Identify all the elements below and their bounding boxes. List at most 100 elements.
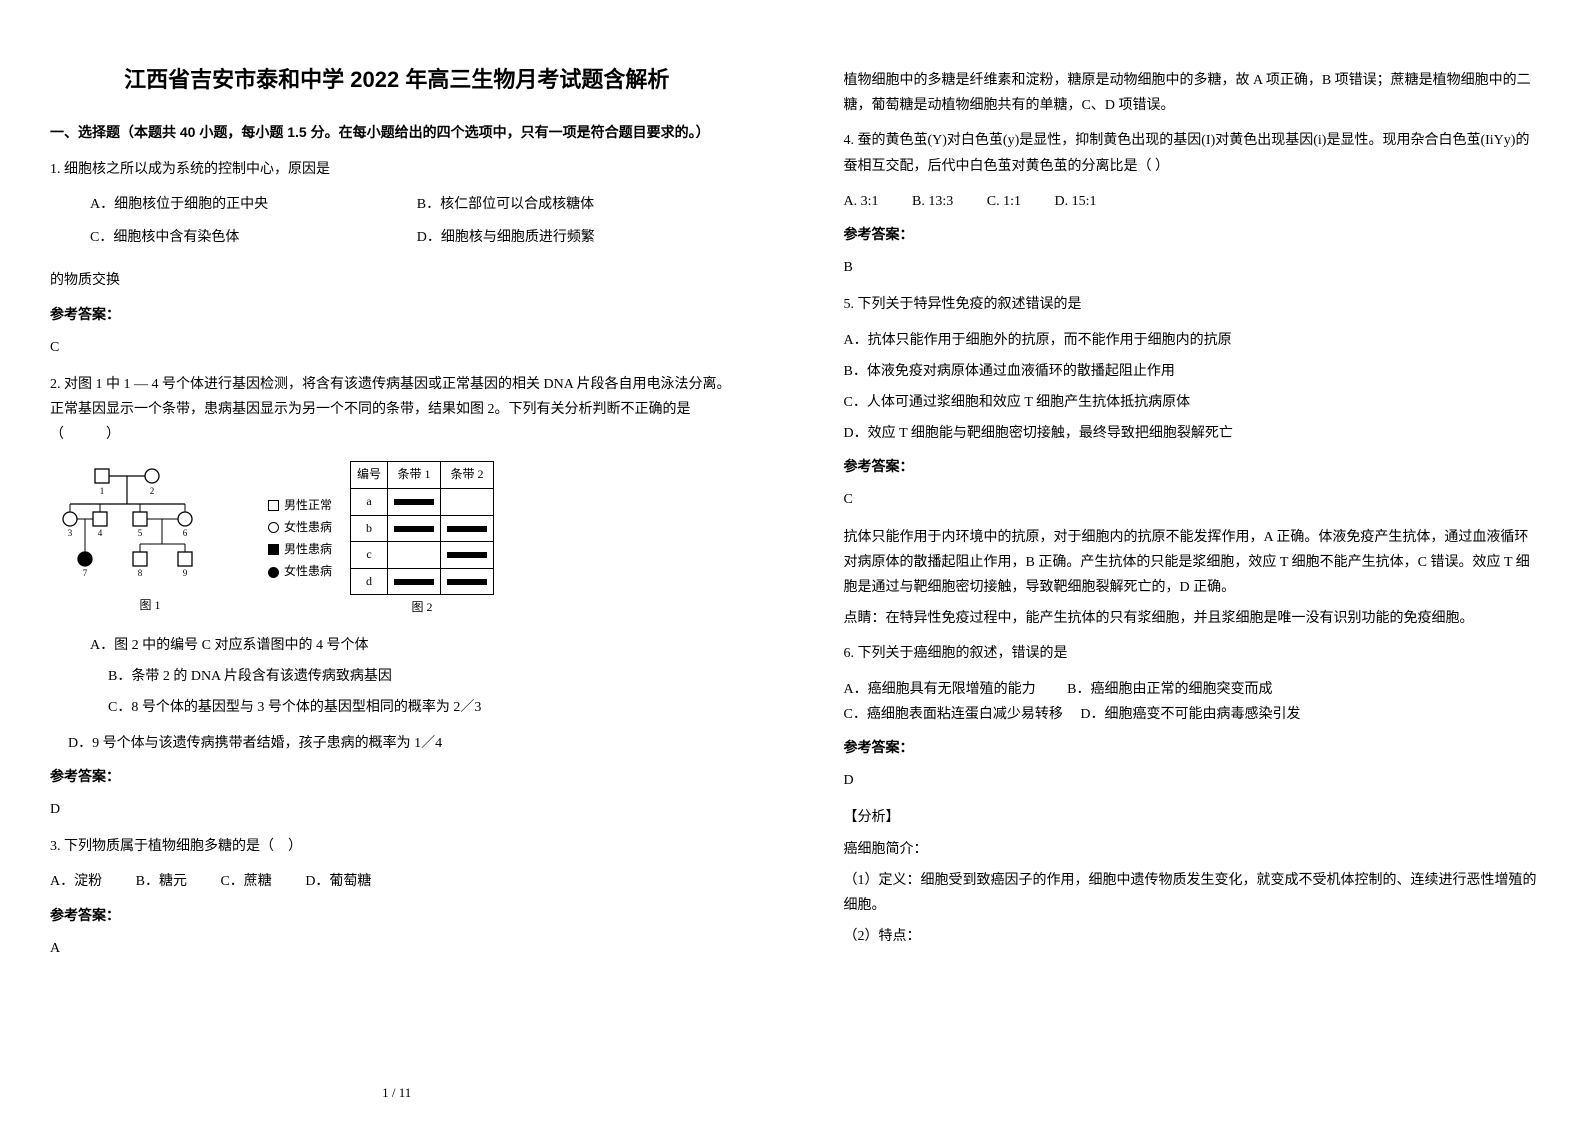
q6-opt-c: C．癌细胞表面粘连蛋白减少易转移 [844,707,1063,722]
legend-female-patient: 女性患病 [284,518,332,537]
q5-opt-c: C．人体可通过浆细胞和效应 T 细胞产生抗体抵抗病原体 [844,390,1538,415]
right-column: 植物细胞中的多糖是纤维素和淀粉，糖原是动物细胞中的多糖，故 A 项正确，B 项错… [794,0,1587,1122]
q5-stem: 5. 下列关于特异性免疫的叙述错误的是 [844,292,1538,317]
gel-r3-b2 [441,568,494,595]
q3-opt-c: C．蔗糖 [220,874,271,889]
q6-answer: D [844,768,1538,793]
svg-text:4: 4 [98,528,103,538]
q3-opt-b: B．糖元 [136,874,187,889]
q3-opt-d: D．葡萄糖 [305,874,371,889]
q6-def: （1）定义：细胞受到致癌因子的作用，细胞中遗传物质发生变化，就变成不受机体控制的… [844,868,1538,918]
q6-feat: （2）特点： [844,924,1538,949]
q6-stem: 6. 下列关于癌细胞的叙述，错误的是 [844,641,1538,666]
gel-wrap: 编号 条带 1 条带 2 a b c [350,461,494,619]
gel-r0-id: a [351,489,388,516]
q6-analysis-label: 【分析】 [844,805,1538,830]
q4-options: A. 3:1 B. 13:3 C. 1:1 D. 15:1 [844,189,1538,214]
q1-stem: 1. 细胞核之所以成为系统的控制中心，原因是 [50,157,744,182]
q5-answer: C [844,487,1538,512]
legend-female-patient2-icon [268,567,279,578]
legend-male-normal: 男性正常 [284,496,332,515]
svg-text:1: 1 [100,486,105,496]
svg-text:7: 7 [83,568,88,578]
page-title: 江西省吉安市泰和中学 2022 年高三生物月考试题含解析 [50,60,744,100]
legend-female-patient-icon [268,522,279,533]
q1-opt-c: C．细胞核中含有染色体 [90,225,417,250]
section-1-header: 一、选择题（本题共 40 小题，每小题 1.5 分。在每小题给出的四个选项中，只… [50,120,744,145]
q5-opt-d: D．效应 T 细胞能与靶细胞密切接触，最终导致把细胞裂解死亡 [844,421,1538,446]
legend-female-patient2: 女性患病 [284,562,332,581]
gel-r1-id: b [351,515,388,542]
svg-text:3: 3 [68,528,73,538]
gel-r1-b2 [441,515,494,542]
svg-text:9: 9 [183,568,188,578]
gel-r0-b2 [441,489,494,516]
q4-answer-label: 参考答案： [844,222,1538,247]
q2-figures: 1 2 3 4 5 6 [50,461,744,619]
q2-opt-b: B．条带 2 的 DNA 片段含有该遗传病致病基因 [108,664,744,689]
q2-answer-label: 参考答案： [50,764,744,789]
q1-opt-d-tail: 的物质交换 [50,268,744,293]
q1-options: A．细胞核位于细胞的正中央 B．核仁部位可以合成核糖体 C．细胞核中含有染色体 … [90,192,744,258]
q4-opt-c: C. 1:1 [987,194,1021,209]
pedigree-wrap: 1 2 3 4 5 6 [50,464,250,617]
q5-explain2: 点睛：在特异性免疫过程中，能产生抗体的只有浆细胞，并且浆细胞是唯一没有识别功能的… [844,606,1538,631]
q6-opt-d: D．细胞癌变不可能由病毒感染引发 [1080,707,1300,722]
q2-opt-a: A．图 2 中的编号 C 对应系谱图中的 4 号个体 [90,633,744,658]
fig2-caption: 图 2 [350,597,494,619]
q5-opt-a: A．抗体只能作用于细胞外的抗原，而不能作用于细胞内的抗原 [844,328,1538,353]
q1-opt-d: D．细胞核与细胞质进行频繁 [417,225,744,250]
q6-opt-b: B．癌细胞由正常的细胞突变而成 [1067,682,1272,697]
gel-r3-b1 [388,568,441,595]
q2-answer: D [50,797,744,822]
gel-h2: 条带 2 [441,462,494,489]
gel-r0-b1 [388,489,441,516]
q1-answer-label: 参考答案： [50,302,744,327]
q6-intro-label: 癌细胞简介： [844,837,1538,862]
q5-opt-b: B．体液免疫对病原体通过血液循环的散播起阻止作用 [844,359,1538,384]
gel-r1-b1 [388,515,441,542]
svg-text:5: 5 [138,528,143,538]
legend-male-patient: 男性患病 [284,540,332,559]
q3-answer: A [50,936,744,961]
q5-options: A．抗体只能作用于细胞外的抗原，而不能作用于细胞内的抗原 B．体液免疫对病原体通… [844,328,1538,447]
q3-answer-label: 参考答案： [50,903,744,928]
legend-male-patient-icon [268,544,279,555]
q6-options: A．癌细胞具有无限增殖的能力 B．癌细胞由正常的细胞突变而成 C．癌细胞表面粘连… [844,677,1538,727]
pedigree-legend: 男性正常 女性患病 男性患病 女性患病 [268,496,332,585]
gel-r2-id: c [351,542,388,569]
gel-h1: 条带 1 [388,462,441,489]
q5-explain1: 抗体只能作用于内环境中的抗原，对于细胞内的抗原不能发挥作用，A 正确。体液免疫产… [844,525,1538,601]
q6-opt-a: A．癌细胞具有无限增殖的能力 [844,682,1036,697]
gel-r3-id: d [351,568,388,595]
pedigree-svg: 1 2 3 4 5 6 [50,464,250,584]
gel-r2-b2 [441,542,494,569]
q5-answer-label: 参考答案： [844,454,1538,479]
q1-answer: C [50,335,744,360]
fig1-caption: 图 1 [50,595,250,617]
q2-opt-c: C．8 号个体的基因型与 3 号个体的基因型相同的概率为 2／3 [108,695,744,720]
legend-male-normal-icon [268,500,279,511]
q4-opt-b: B. 13:3 [912,194,953,209]
q3-opt-a: A．淀粉 [50,874,102,889]
left-column: 江西省吉安市泰和中学 2022 年高三生物月考试题含解析 一、选择题（本题共 4… [0,0,794,1122]
q1-opt-b: B．核仁部位可以合成核糖体 [417,192,744,217]
svg-text:6: 6 [183,528,188,538]
q3-options: A．淀粉 B．糖元 C．蔗糖 D．葡萄糖 [50,869,744,894]
q4-stem: 4. 蚕的黄色茧(Y)对白色茧(y)是显性，抑制黄色出现的基因(I)对黄色出现基… [844,128,1538,178]
page-number: 1 / 11 [382,1081,411,1104]
gel-r2-b1 [388,542,441,569]
gel-table: 编号 条带 1 条带 2 a b c [350,461,494,595]
q2-stem: 2. 对图 1 中 1 — 4 号个体进行基因检测，将含有该遗传病基因或正常基因… [50,372,744,448]
q3-stem: 3. 下列物质属于植物细胞多糖的是（ ） [50,834,744,859]
q2-options: A．图 2 中的编号 C 对应系谱图中的 4 号个体 B．条带 2 的 DNA … [90,633,744,721]
svg-text:2: 2 [150,486,155,496]
q1-opt-a: A．细胞核位于细胞的正中央 [90,192,417,217]
q3-explain: 植物细胞中的多糖是纤维素和淀粉，糖原是动物细胞中的多糖，故 A 项正确，B 项错… [844,68,1538,118]
q4-answer: B [844,255,1538,280]
q2-opt-d: D．9 号个体与该遗传病携带者结婚，孩子患病的概率为 1／4 [68,731,744,756]
q4-opt-d: D. 15:1 [1054,194,1096,209]
svg-text:8: 8 [138,568,143,578]
gel-h0: 编号 [351,462,388,489]
q6-answer-label: 参考答案： [844,735,1538,760]
